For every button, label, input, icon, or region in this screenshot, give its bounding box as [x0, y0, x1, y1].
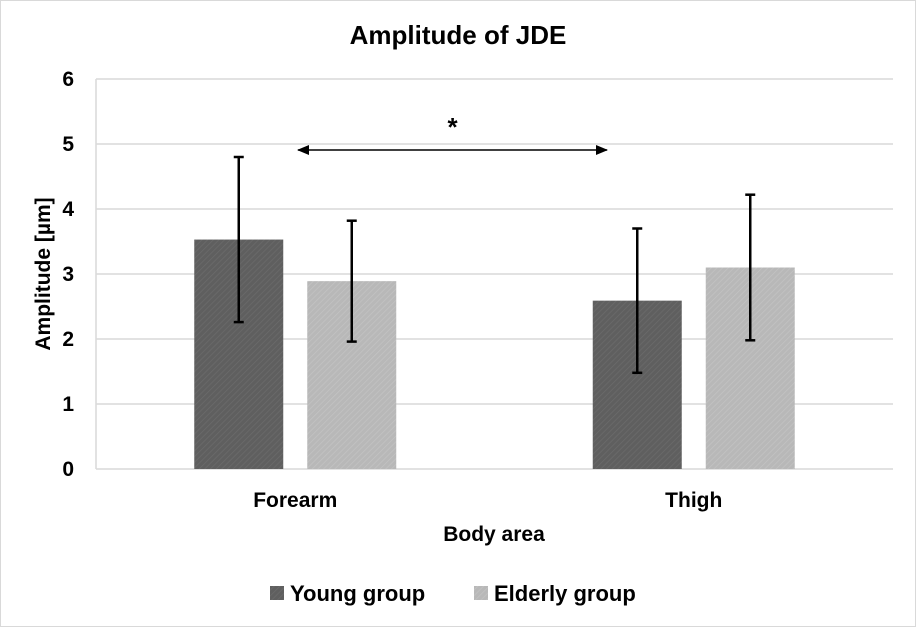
legend-swatch-young-group — [270, 586, 284, 600]
y-tick-label: 3 — [62, 263, 74, 286]
chart-title: Amplitude of JDE — [350, 20, 567, 50]
y-tick-label: 1 — [62, 393, 74, 416]
x-axis-title: Body area — [443, 523, 545, 546]
legend-label-young-group: Young group — [290, 581, 425, 606]
legend: Young group Elderly group — [270, 581, 636, 606]
error-bar — [233, 155, 244, 324]
y-axis-title: Amplitude [µm] — [32, 197, 55, 350]
error-bar — [745, 193, 756, 342]
x-tick-label-thigh: Thigh — [665, 489, 722, 512]
error-bars — [233, 155, 756, 375]
y-tick-label: 0 — [62, 458, 74, 481]
error-bar — [346, 219, 357, 343]
y-tick-label: 4 — [62, 198, 74, 221]
legend-label-elderly-group: Elderly group — [494, 581, 636, 606]
y-tick-label: 2 — [62, 328, 74, 351]
x-tick-label-forearm: Forearm — [253, 489, 337, 512]
significance-annotation: * — [297, 112, 608, 155]
y-axis-ticks: 0 1 2 3 4 5 6 — [62, 68, 74, 481]
legend-swatch-elderly-group — [474, 586, 488, 600]
y-tick-label: 6 — [62, 68, 74, 91]
error-bar — [632, 227, 643, 375]
y-tick-label: 5 — [62, 133, 74, 156]
significance-star: * — [447, 112, 458, 142]
x-axis-ticks: Forearm Thigh — [253, 489, 722, 512]
